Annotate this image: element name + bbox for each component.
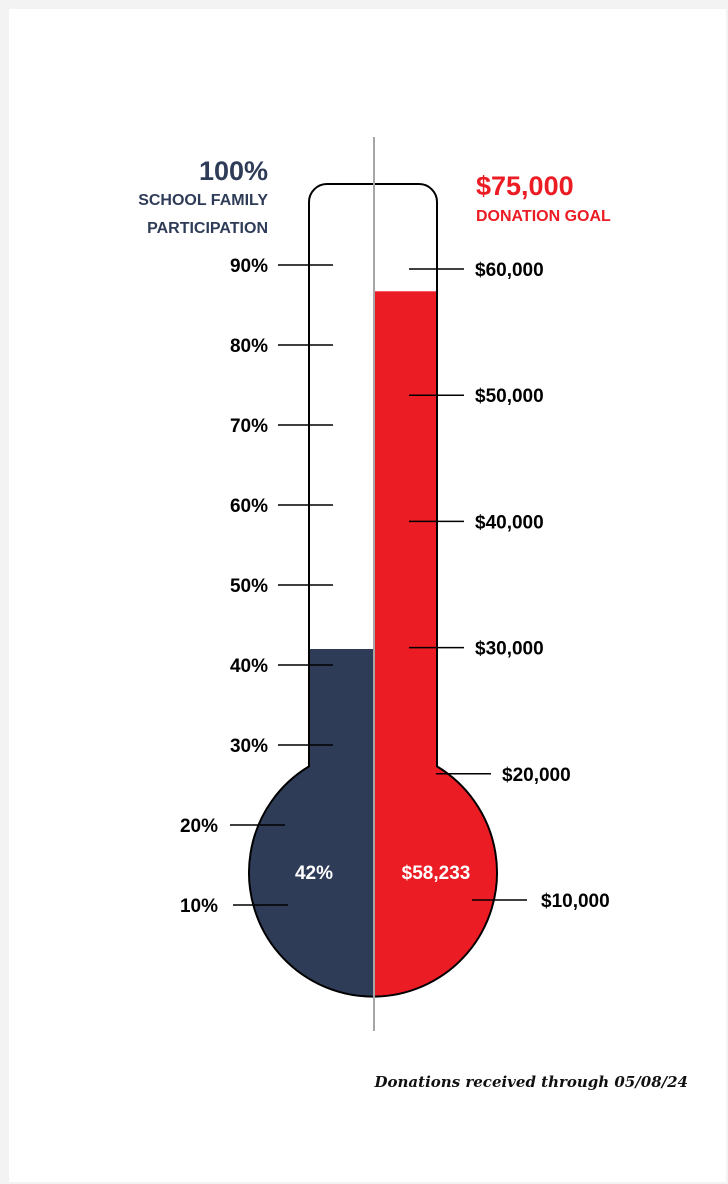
- participation-value-label: 42%: [295, 863, 333, 884]
- participation-tick-label: 60%: [230, 496, 268, 517]
- thermometer-outline-layer: [248, 137, 498, 1031]
- participation-tick-label: 30%: [230, 736, 268, 757]
- donation-fill-bar: [374, 291, 497, 997]
- participation-tick-label: 80%: [230, 336, 268, 357]
- donation-goal-value: $75,000: [476, 171, 574, 201]
- tick-layer: 10% 20% 30% 40% 50% 60% 70% 80% 90% $10,000 $20,00…: [180, 256, 610, 917]
- donation-tick-label: $50,000: [475, 386, 544, 407]
- donation-tick-label: $60,000: [475, 260, 544, 281]
- participation-goal-value: 100%: [199, 156, 268, 186]
- participation-tick-label: 10%: [180, 896, 218, 917]
- participation-tick-label: 90%: [230, 256, 268, 277]
- thermometer-fills: [249, 291, 497, 997]
- participation-tick-label: 40%: [230, 656, 268, 677]
- donation-tick-label: $40,000: [475, 512, 544, 533]
- donation-tick-label: $10,000: [541, 891, 610, 912]
- donation-tick-label: $30,000: [475, 639, 544, 660]
- footnote: Donations received through 05/08/24: [374, 1073, 688, 1091]
- participation-tick-label: 50%: [230, 576, 268, 597]
- thermometer-outline: [248, 183, 498, 998]
- donation-tick-label: $20,000: [502, 765, 571, 786]
- donation-goal-line1: DONATION GOAL: [476, 208, 611, 225]
- participation-tick-label: 20%: [180, 816, 218, 837]
- donation-value-label: $58,233: [402, 863, 471, 884]
- participation-goal-line1: SCHOOL FAMILY: [138, 192, 268, 209]
- participation-goal-line2: PARTICIPATION: [147, 220, 268, 237]
- participation-tick-label: 70%: [230, 416, 268, 437]
